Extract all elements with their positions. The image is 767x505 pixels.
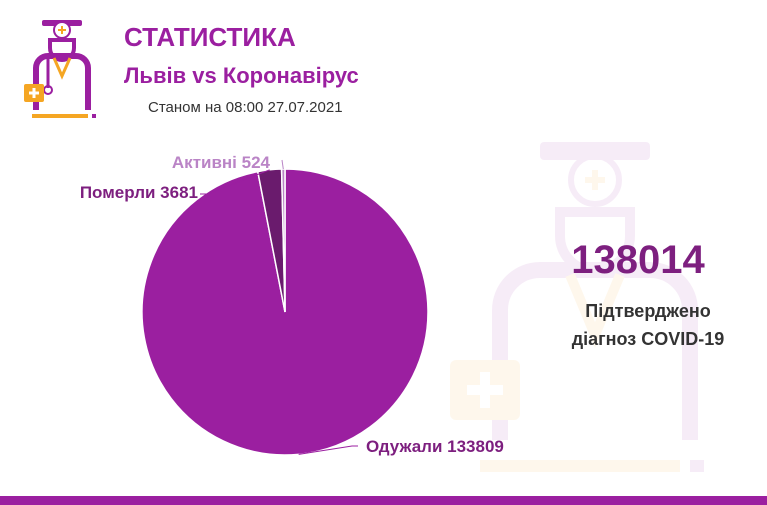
doctor-watermark-icon (450, 142, 704, 472)
bottom-bar (0, 496, 767, 505)
leader-line-2 (200, 169, 270, 195)
report-date: Станом на 08:00 27.07.2021 (148, 99, 343, 116)
leader-line-3 (281, 159, 284, 170)
slice-label-3: Активні 524 (172, 153, 271, 172)
pie-chart: Одужали 133809 Померли 3681 Активні 524 (80, 153, 504, 456)
page-title: СТАТИСТИКА (124, 22, 296, 52)
caption-line-2: діагноз COVID-19 (571, 329, 725, 349)
slice-label-1: Одужали 133809 (366, 437, 504, 456)
caption-line-1: Підтверджено (585, 301, 711, 321)
total-caption: Підтверджено діагноз COVID-19 (558, 297, 738, 353)
total-confirmed: 138014 (571, 238, 705, 282)
page-subtitle: Львів vs Коронавірус (124, 63, 359, 88)
pie-slice-3 (280, 168, 286, 313)
leader-line-1 (298, 445, 358, 455)
slice-label-2: Померли 3681 (80, 183, 198, 202)
doctor-logo-icon (24, 20, 96, 118)
